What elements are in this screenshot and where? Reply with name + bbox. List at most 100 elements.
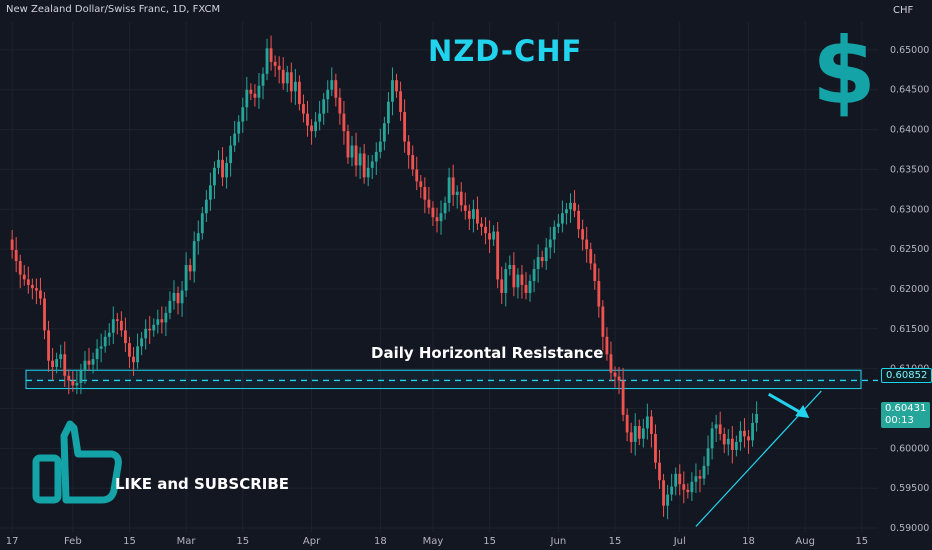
candle-body xyxy=(208,185,212,200)
price-tick-label: 0.62500 xyxy=(890,244,929,255)
last-price-value: 0.60431 xyxy=(885,403,927,414)
candle-body xyxy=(431,207,435,218)
candle-body xyxy=(39,290,42,299)
time-tick-label: Jun xyxy=(550,536,567,547)
candle-body xyxy=(516,274,520,288)
candle-body xyxy=(710,428,714,449)
price-axis[interactable]: 0.590000.595000.600000.605000.610000.615… xyxy=(878,0,932,550)
thumbs-up-icon xyxy=(32,420,122,504)
candle-body xyxy=(245,89,249,108)
candle-body xyxy=(310,125,313,132)
candle-body xyxy=(674,473,678,487)
candle-body xyxy=(249,89,253,94)
candle-body xyxy=(577,210,581,230)
candle-body xyxy=(747,436,750,441)
candle-body xyxy=(362,153,366,178)
time-axis[interactable]: 17 Feb 15 Mar 15 Apr 18 May 15 Jun 15 Jul 18 Aug 15 xyxy=(6,536,868,547)
candle-body xyxy=(686,489,690,493)
candle-body xyxy=(273,61,277,66)
candle-body xyxy=(682,484,686,490)
candle-body xyxy=(500,279,504,293)
candle-body xyxy=(225,163,228,178)
candle-body xyxy=(180,290,184,304)
chart-title: NZD-CHF xyxy=(428,34,583,68)
candle-body xyxy=(480,223,483,227)
candle-body xyxy=(107,332,111,337)
candle-body xyxy=(589,249,593,264)
candle-body xyxy=(670,486,674,495)
candle-body xyxy=(326,89,330,100)
candle-body xyxy=(694,476,698,482)
candle-body xyxy=(241,107,245,122)
candle-body xyxy=(281,69,285,84)
candle-body xyxy=(184,265,188,291)
time-tick-label: Feb xyxy=(64,536,82,547)
candle-body xyxy=(136,346,139,363)
candle-body xyxy=(739,430,742,442)
candle-body xyxy=(399,91,402,113)
candle-body xyxy=(415,169,419,182)
resistance-zone xyxy=(25,369,878,390)
candle-body xyxy=(350,145,354,158)
time-tick-label: 17 xyxy=(6,536,19,547)
candle-body xyxy=(573,202,576,211)
drawings xyxy=(695,390,822,527)
candle-body xyxy=(637,426,641,439)
candle-body xyxy=(467,210,471,219)
candle-body xyxy=(569,202,572,210)
candle-body xyxy=(51,360,55,368)
candle-body xyxy=(75,382,79,386)
candle-countdown: 00:13 xyxy=(885,415,914,426)
time-tick-label: Aug xyxy=(795,536,815,547)
candle-body xyxy=(560,213,564,224)
currency-label: CHF xyxy=(893,5,914,16)
candle-body xyxy=(556,223,560,227)
candle-body xyxy=(91,359,95,365)
candle-body xyxy=(322,99,326,114)
candle-body xyxy=(548,239,552,248)
candle-body xyxy=(43,298,46,331)
candle-body xyxy=(18,261,22,275)
candle-body xyxy=(55,359,59,368)
candle-body xyxy=(565,209,568,214)
candle-body xyxy=(257,85,261,98)
candle-body xyxy=(451,177,455,195)
candle-body xyxy=(148,328,152,331)
candle-body xyxy=(374,151,378,162)
candle-body xyxy=(463,205,467,211)
candle-body xyxy=(289,72,293,92)
candle-body xyxy=(132,356,135,363)
time-tick-label: 18 xyxy=(374,536,387,547)
candle-body xyxy=(706,448,710,466)
candle-body xyxy=(447,177,451,203)
candle-body xyxy=(87,360,91,365)
candle-body xyxy=(593,263,597,281)
candle-body xyxy=(34,288,38,291)
candle-body xyxy=(124,330,127,344)
candle-body xyxy=(654,433,657,463)
candle-body xyxy=(63,354,67,376)
candle-body xyxy=(621,380,625,415)
candle-body xyxy=(269,48,273,62)
resistance-price-tag: 0.60852 xyxy=(881,368,932,383)
candle-body xyxy=(217,159,220,168)
candle-body xyxy=(403,112,407,142)
candle-body xyxy=(47,330,50,361)
dollar-icon: $ xyxy=(812,18,877,125)
candle-body xyxy=(188,265,192,272)
candle-body xyxy=(237,121,241,134)
candle-body xyxy=(119,320,123,331)
candle-body xyxy=(297,81,301,105)
candle-body xyxy=(609,354,613,373)
candle-body xyxy=(536,257,540,270)
candle-body xyxy=(532,269,536,281)
candle-body xyxy=(455,191,459,195)
candle-body xyxy=(261,73,265,86)
candle-body xyxy=(221,159,224,178)
candle-body xyxy=(253,93,257,98)
candle-body xyxy=(338,97,342,114)
candle-body xyxy=(476,209,479,224)
candle-body xyxy=(314,121,318,132)
candle-body xyxy=(156,319,160,325)
